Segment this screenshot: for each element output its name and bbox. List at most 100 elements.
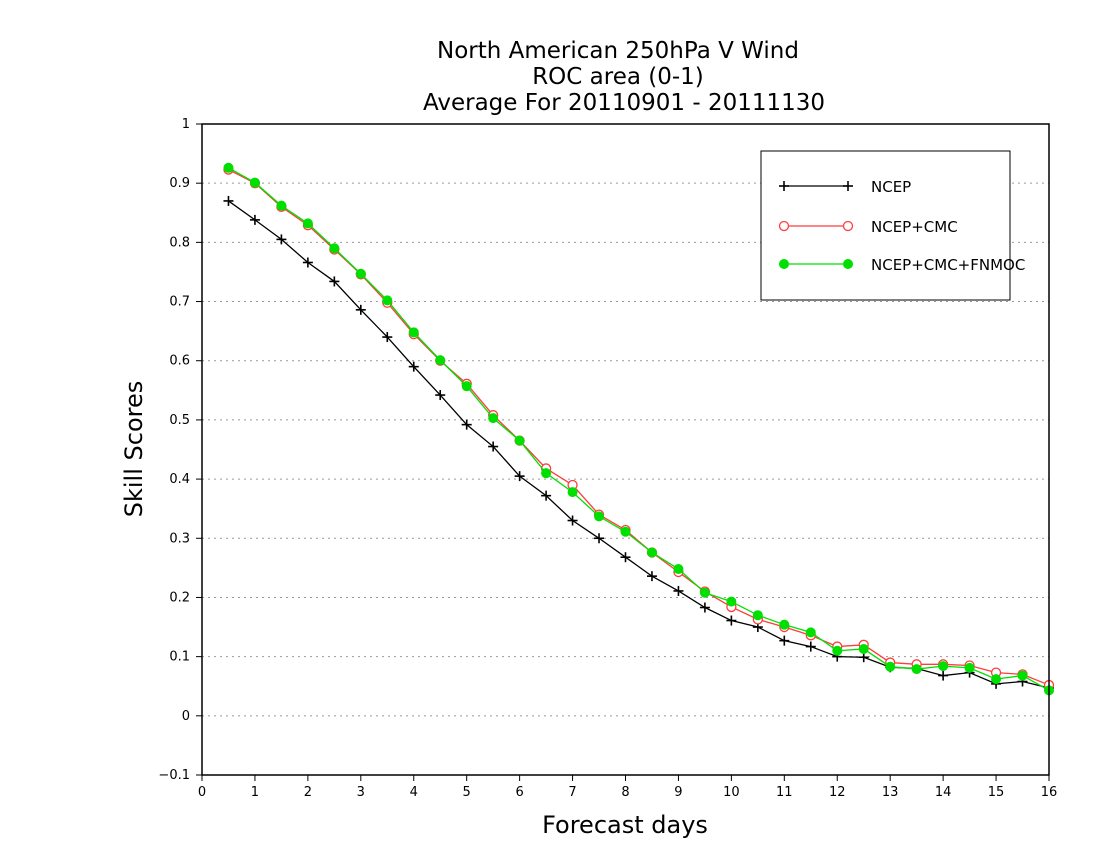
y-tick-label: 0 (182, 709, 190, 724)
legend-item: NCEP+CMC+FNMOC (779, 256, 1025, 274)
legend-label: NCEP+CMC+FNMOC (871, 256, 1025, 274)
data-point-plus (329, 276, 340, 287)
data-point-filled-circle (594, 511, 605, 522)
data-point-filled-circle (843, 259, 853, 269)
data-point-filled-circle (832, 645, 843, 656)
data-point-plus (461, 419, 472, 430)
data-point-filled-circle (223, 162, 234, 173)
x-tick-label: 5 (463, 785, 471, 800)
data-point-plus (779, 181, 789, 191)
data-point-plus (594, 533, 605, 544)
data-point-plus (620, 552, 631, 563)
data-point-plus (514, 471, 525, 482)
x-tick-label: 1 (251, 785, 259, 800)
x-axis-label: Forecast days (542, 811, 708, 839)
data-point-filled-circle (541, 468, 552, 479)
data-point-filled-circle (382, 295, 393, 306)
data-point-plus (488, 441, 499, 452)
data-point-filled-circle (991, 674, 1002, 685)
y-axis-label: Skill Scores (120, 381, 148, 518)
y-tick-label: 0.2 (169, 590, 190, 605)
data-point-plus (699, 602, 710, 613)
x-tick-label: 14 (935, 785, 952, 800)
data-point-open-circle (778, 220, 790, 232)
data-point-filled-circle (514, 435, 525, 446)
data-point-filled-circle (302, 218, 313, 229)
data-point-plus (938, 670, 949, 681)
legend: NCEP NCEP+CMC NCEP+CMC+FNMOC (760, 150, 1025, 301)
data-point-filled-circle (646, 547, 657, 558)
chart-title-line-3: Average For 20110901 - 20111130 (423, 90, 825, 116)
y-tick-label: −0.1 (158, 768, 190, 783)
data-point-filled-circle (435, 355, 446, 366)
data-point-plus (276, 234, 287, 245)
data-point-filled-circle (726, 596, 737, 607)
y-tick-label: 0.4 (169, 472, 190, 487)
y-tick-label: 0.1 (169, 650, 190, 665)
y-tick-label: 0.9 (169, 176, 190, 191)
data-point-filled-circle (938, 661, 949, 672)
data-point-filled-circle (1017, 670, 1028, 681)
data-point-filled-circle (276, 200, 287, 211)
data-point-filled-circle (964, 662, 975, 673)
data-point-plus (382, 332, 393, 343)
x-tick-label: 2 (304, 785, 312, 800)
data-point-open-circle (842, 220, 854, 232)
data-point-filled-circle (752, 610, 763, 621)
data-point-filled-circle (673, 564, 684, 575)
x-tick-label: 7 (568, 785, 576, 800)
x-tick-label: 13 (882, 785, 899, 800)
data-point-filled-circle (805, 627, 816, 638)
data-point-filled-circle (408, 327, 419, 338)
data-point-filled-circle (461, 381, 472, 392)
y-tick-label: 1 (182, 117, 190, 132)
chart-title-line-2: ROC area (0-1) (532, 64, 704, 90)
legend-label: NCEP+CMC (871, 218, 958, 236)
data-point-filled-circle (885, 661, 896, 672)
data-series (223, 162, 1055, 696)
data-point-filled-circle (355, 268, 366, 279)
data-point-plus (673, 585, 684, 596)
data-point-plus (646, 571, 657, 582)
data-point-plus (779, 635, 790, 646)
data-point-filled-circle (779, 619, 790, 630)
x-tick-label: 12 (829, 785, 846, 800)
x-tick-label: 8 (621, 785, 629, 800)
data-point-plus (435, 390, 446, 401)
y-tick-label: 0.6 (169, 354, 190, 369)
x-tick-label: 16 (1041, 785, 1058, 800)
data-point-filled-circle (567, 487, 578, 498)
data-point-plus (726, 615, 737, 626)
x-tick-label: 3 (357, 785, 365, 800)
data-point-filled-circle (488, 413, 499, 424)
y-tick-label: 0.7 (169, 295, 190, 310)
data-point-plus (805, 641, 816, 652)
data-point-plus (302, 257, 313, 268)
data-point-filled-circle (699, 587, 710, 598)
plot-area-frame (201, 123, 1050, 776)
legend-item: NCEP+CMC (778, 218, 958, 236)
chart-title-line-1: North American 250hPa V Wind (437, 38, 799, 64)
data-point-filled-circle (858, 643, 869, 654)
x-tick-label: 0 (198, 785, 206, 800)
data-point-filled-circle (329, 243, 340, 254)
x-tick-label: 9 (674, 785, 682, 800)
x-tick-label: 11 (776, 785, 793, 800)
legend-item: NCEP (779, 178, 911, 196)
data-point-plus (567, 515, 578, 526)
x-tick-label: 15 (988, 785, 1005, 800)
x-tick-label: 4 (410, 785, 418, 800)
series-ncep-cmc-fnmoc (223, 162, 1054, 696)
x-tick-label: 6 (515, 785, 523, 800)
data-point-plus (843, 181, 853, 191)
data-point-filled-circle (620, 526, 631, 537)
data-point-plus (408, 361, 419, 372)
data-point-plus (541, 490, 552, 501)
legend-label: NCEP (871, 178, 911, 196)
y-tick-label: 0.5 (169, 413, 190, 428)
data-point-plus (355, 304, 366, 315)
data-point-filled-circle (911, 664, 922, 675)
data-point-plus (249, 214, 260, 225)
y-tick-label: 0.8 (169, 235, 190, 250)
